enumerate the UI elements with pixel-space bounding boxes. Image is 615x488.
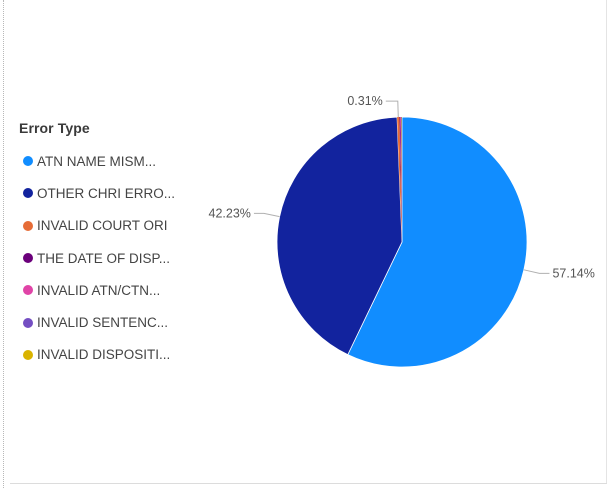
pie-slice[interactable] (276, 116, 403, 356)
legend-items: ATN NAME MISM... OTHER CHRI ERRO... INVALI… (19, 145, 219, 371)
data-label-leader-line (385, 100, 399, 118)
legend-item[interactable]: INVALID DISPOSITI... (19, 339, 219, 371)
data-label: 42.23% (209, 206, 251, 220)
legend-marker (23, 156, 33, 167)
legend-label: INVALID ATN/CTN... (37, 282, 161, 298)
legend-item[interactable]: OTHER CHRI ERRO... (19, 177, 219, 209)
legend-label: ATN NAME MISM... (37, 153, 157, 169)
pie-slice[interactable] (347, 116, 528, 368)
legend-item[interactable]: INVALID COURT ORI (19, 210, 219, 242)
pie-slice[interactable] (401, 117, 402, 242)
legend-item[interactable]: INVALID SENTENC... (19, 306, 219, 338)
visual-right-border (606, 0, 607, 484)
visual-left-border (3, 0, 9, 488)
data-label-leader-line (253, 212, 280, 218)
data-label-leader-line (523, 269, 550, 274)
legend-marker (23, 253, 33, 264)
pie-slice[interactable] (397, 117, 402, 242)
legend-label: INVALID COURT ORI (37, 218, 168, 234)
legend-marker (23, 220, 33, 231)
legend-item[interactable]: ATN NAME MISM... (19, 145, 219, 177)
legend-label: OTHER CHRI ERRO... (37, 185, 176, 201)
legend-label: INVALID DISPOSITI... (37, 347, 171, 363)
legend-marker (23, 188, 33, 199)
legend-marker (23, 317, 33, 328)
legend-title: Error Type (19, 120, 90, 136)
legend-marker (23, 349, 33, 360)
legend-item[interactable]: THE DATE OF DISP... (19, 242, 219, 274)
pie-slice[interactable] (400, 117, 402, 242)
chart-legend: Error Type ATN NAME MISM... OTHER CHRI ER… (19, 120, 219, 371)
pie-slice[interactable] (399, 117, 402, 242)
legend-label: INVALID SENTENC... (37, 315, 169, 331)
legend-item[interactable]: INVALID ATN/CTN... (19, 274, 219, 306)
data-label: 0.31% (347, 94, 382, 108)
visual-bottom-border (10, 483, 607, 484)
legend-marker (23, 285, 33, 296)
data-label: 57.14% (552, 266, 594, 280)
legend-label: THE DATE OF DISP... (37, 250, 171, 266)
